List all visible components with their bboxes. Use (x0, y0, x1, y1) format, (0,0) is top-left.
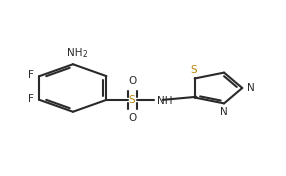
Text: S: S (190, 65, 197, 75)
Text: NH: NH (67, 48, 82, 58)
Text: NH: NH (157, 96, 173, 106)
Text: 2: 2 (82, 50, 87, 59)
Text: F: F (28, 94, 34, 104)
Text: O: O (128, 76, 136, 86)
Text: O: O (128, 114, 136, 123)
Text: N: N (247, 83, 255, 93)
Text: S: S (129, 95, 135, 105)
Text: N: N (220, 106, 227, 117)
Text: F: F (28, 70, 34, 80)
